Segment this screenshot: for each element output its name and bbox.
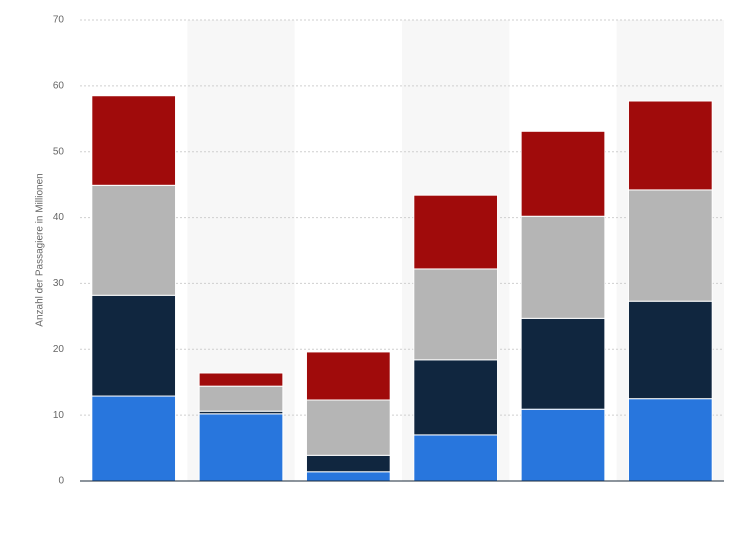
bar-segment: [413, 268, 499, 361]
bar-segment: [520, 215, 606, 319]
bar-segment: [305, 454, 391, 473]
bar-segment: [305, 399, 391, 456]
bar-segment: [627, 100, 713, 191]
bar-segment: [413, 434, 499, 482]
bar-segment: [520, 317, 606, 410]
y-tick-label: 30: [53, 278, 65, 289]
bar-segment: [198, 372, 284, 387]
bar-segment: [91, 294, 177, 397]
bar-segment: [413, 359, 499, 436]
bar-segment: [91, 95, 177, 186]
y-axis-title: Anzahl der Passagiere in Millionen: [35, 173, 46, 326]
bar-segment: [627, 398, 713, 482]
bar-segment: [198, 385, 284, 412]
bar-segment: [198, 413, 284, 482]
bar-segment: [91, 395, 177, 482]
bar-segment: [413, 194, 499, 270]
y-tick-label: 60: [53, 80, 65, 91]
y-tick-label: 0: [58, 476, 64, 487]
bar-segment: [520, 130, 606, 217]
bar-segment: [627, 300, 713, 400]
bar-segment: [91, 184, 177, 296]
y-tick-label: 40: [53, 212, 65, 223]
bar-segment: [305, 351, 391, 401]
bar-segment: [520, 408, 606, 482]
bar-segment: [305, 471, 391, 482]
y-tick-label: 20: [53, 344, 65, 355]
bar-segment: [627, 189, 713, 302]
y-tick-label: 50: [53, 146, 65, 157]
y-tick-label: 10: [53, 410, 65, 421]
y-tick-label: 70: [53, 15, 65, 26]
